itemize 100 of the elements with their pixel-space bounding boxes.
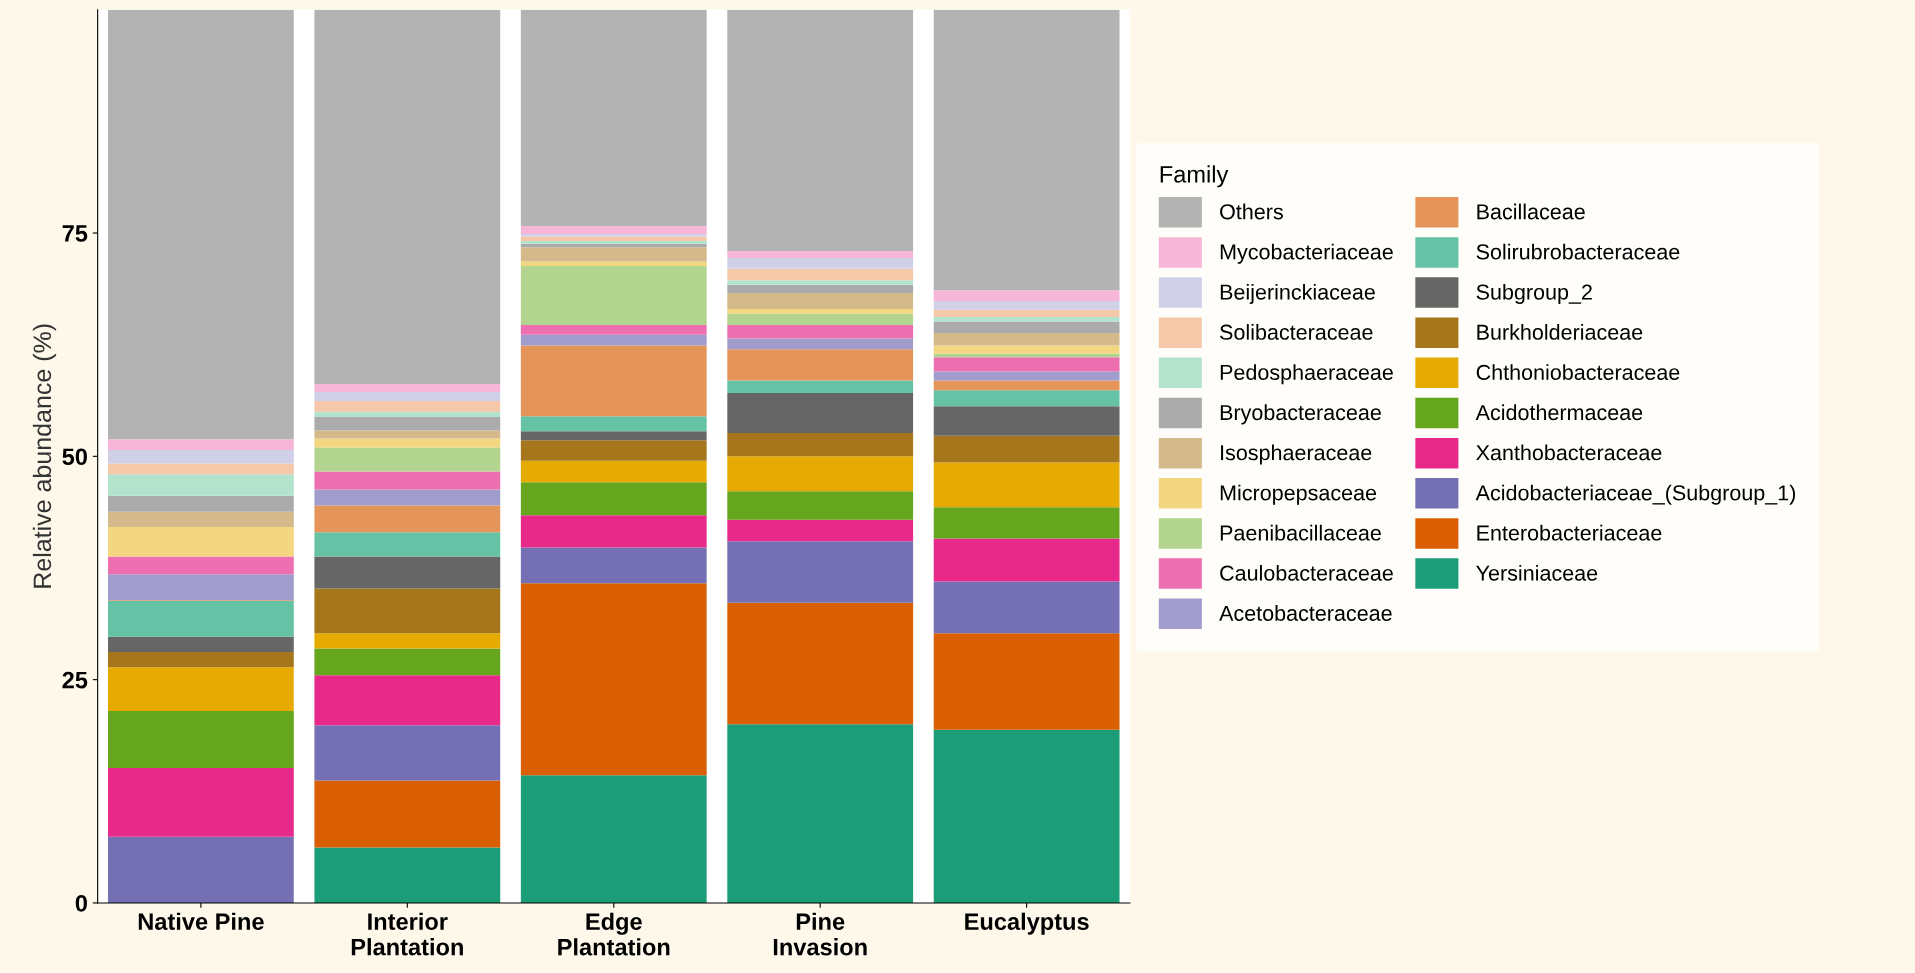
bar bbox=[933, 507, 1120, 539]
bar bbox=[727, 9, 914, 251]
bar bbox=[314, 847, 501, 903]
bar bbox=[520, 261, 707, 267]
legend-label: Beijerinckiaceae bbox=[1220, 283, 1375, 304]
legend-title: Family bbox=[1160, 165, 1229, 188]
bar bbox=[107, 439, 294, 451]
bar bbox=[314, 556, 501, 589]
bar bbox=[520, 241, 707, 244]
bar bbox=[520, 247, 707, 262]
bar bbox=[107, 450, 294, 464]
bar bbox=[520, 325, 707, 335]
bar bbox=[727, 433, 914, 457]
legend-label: Enterobacteriaceae bbox=[1477, 524, 1662, 541]
bar bbox=[727, 724, 914, 903]
bar bbox=[727, 313, 914, 326]
legend-label: Acetobacteraceae bbox=[1219, 605, 1392, 621]
bar bbox=[727, 392, 914, 434]
bar bbox=[314, 780, 501, 848]
bar bbox=[520, 233, 707, 237]
bar bbox=[107, 836, 294, 903]
bar bbox=[520, 266, 707, 326]
bar bbox=[933, 300, 1120, 310]
x-tick-label: Native Pine bbox=[138, 912, 264, 931]
legend-label: Burkholderiaceae bbox=[1477, 324, 1643, 340]
bar bbox=[107, 574, 294, 601]
bar bbox=[314, 447, 501, 472]
legend-label: Micropepsaceae bbox=[1220, 484, 1377, 505]
bar bbox=[727, 308, 914, 314]
bar bbox=[933, 357, 1120, 372]
x-tick-label: Interior Plantation bbox=[351, 912, 463, 956]
bar bbox=[727, 338, 914, 350]
legend-label: Pedosphaeraceae bbox=[1220, 364, 1393, 385]
bar bbox=[933, 390, 1120, 407]
bar bbox=[520, 416, 707, 432]
bar bbox=[520, 9, 707, 226]
bar bbox=[933, 309, 1120, 317]
bar bbox=[727, 602, 914, 725]
bar bbox=[933, 290, 1120, 301]
legend-label: Mycobacteriaceae bbox=[1220, 243, 1393, 264]
bar bbox=[933, 435, 1120, 463]
bar bbox=[520, 583, 707, 776]
bar bbox=[933, 380, 1120, 391]
legend-label: Yersiniaceae bbox=[1476, 564, 1598, 581]
bar bbox=[727, 456, 914, 492]
bar bbox=[314, 9, 501, 384]
bar bbox=[520, 225, 707, 234]
y-tick-label: 75 bbox=[62, 225, 88, 242]
bar bbox=[314, 648, 501, 676]
bar bbox=[314, 725, 501, 781]
bar bbox=[107, 667, 294, 711]
bar bbox=[727, 491, 914, 520]
bar bbox=[107, 9, 294, 440]
bar bbox=[314, 417, 501, 431]
bar bbox=[727, 292, 914, 309]
bar bbox=[314, 532, 501, 557]
bar bbox=[314, 392, 501, 401]
bar bbox=[727, 268, 914, 281]
bar bbox=[520, 236, 707, 242]
legend-label: Chthoniobacteraceae bbox=[1476, 364, 1680, 381]
bar bbox=[520, 482, 707, 516]
bar bbox=[107, 495, 294, 512]
bar bbox=[107, 710, 294, 769]
bar bbox=[107, 526, 294, 557]
x-tick-label: Edge Plantation bbox=[558, 912, 670, 956]
bar bbox=[933, 581, 1120, 634]
bar bbox=[933, 321, 1120, 334]
bar bbox=[933, 371, 1120, 381]
bar bbox=[314, 588, 501, 634]
bar bbox=[727, 280, 914, 285]
bar bbox=[520, 547, 707, 584]
bar bbox=[933, 406, 1120, 436]
bar bbox=[107, 651, 294, 668]
legend-label: Paenibacillaceae bbox=[1220, 524, 1381, 541]
bar bbox=[520, 775, 707, 903]
x-tick-label: Pine Invasion bbox=[773, 912, 867, 956]
legend-label: Isosphaeraceae bbox=[1221, 444, 1372, 465]
bar bbox=[107, 556, 294, 575]
bar bbox=[107, 601, 294, 637]
bar bbox=[520, 515, 707, 548]
bar bbox=[727, 519, 914, 542]
bar bbox=[314, 471, 501, 490]
bar bbox=[520, 460, 707, 483]
legend-label: Subgroup_2 bbox=[1476, 283, 1592, 304]
bar bbox=[727, 284, 914, 293]
bar bbox=[520, 334, 707, 346]
legend-label: Bacillaceae bbox=[1477, 203, 1585, 220]
bar bbox=[933, 9, 1120, 291]
bar bbox=[107, 463, 294, 475]
bar bbox=[314, 505, 501, 533]
bar bbox=[727, 541, 914, 603]
bar bbox=[933, 633, 1120, 730]
bar bbox=[727, 380, 914, 393]
bar bbox=[314, 411, 501, 418]
legend-label: Solirubrobacteraceae bbox=[1476, 243, 1680, 260]
bar bbox=[520, 440, 707, 461]
y-tick-label: 25 bbox=[62, 671, 88, 689]
bar bbox=[314, 489, 501, 506]
bar bbox=[727, 250, 914, 259]
legend-label: Acidobacteriaceae_(Subgroup_1) bbox=[1475, 484, 1796, 505]
